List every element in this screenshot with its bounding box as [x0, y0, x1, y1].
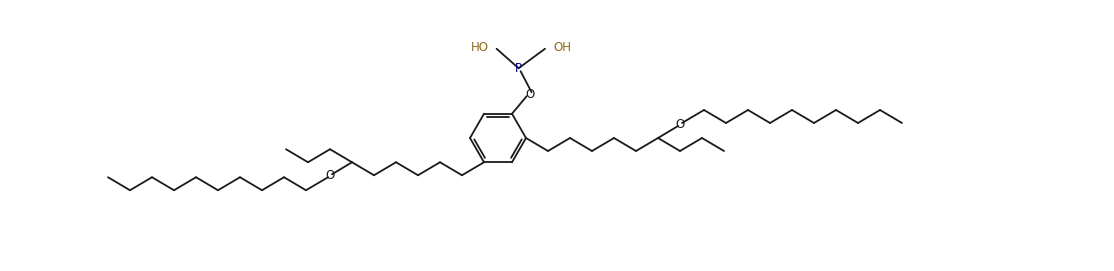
Text: HO: HO: [470, 41, 489, 54]
Text: O: O: [325, 169, 334, 182]
Text: O: O: [675, 118, 685, 131]
Text: OH: OH: [553, 41, 571, 54]
Text: O: O: [525, 88, 535, 101]
Text: P: P: [515, 62, 522, 75]
